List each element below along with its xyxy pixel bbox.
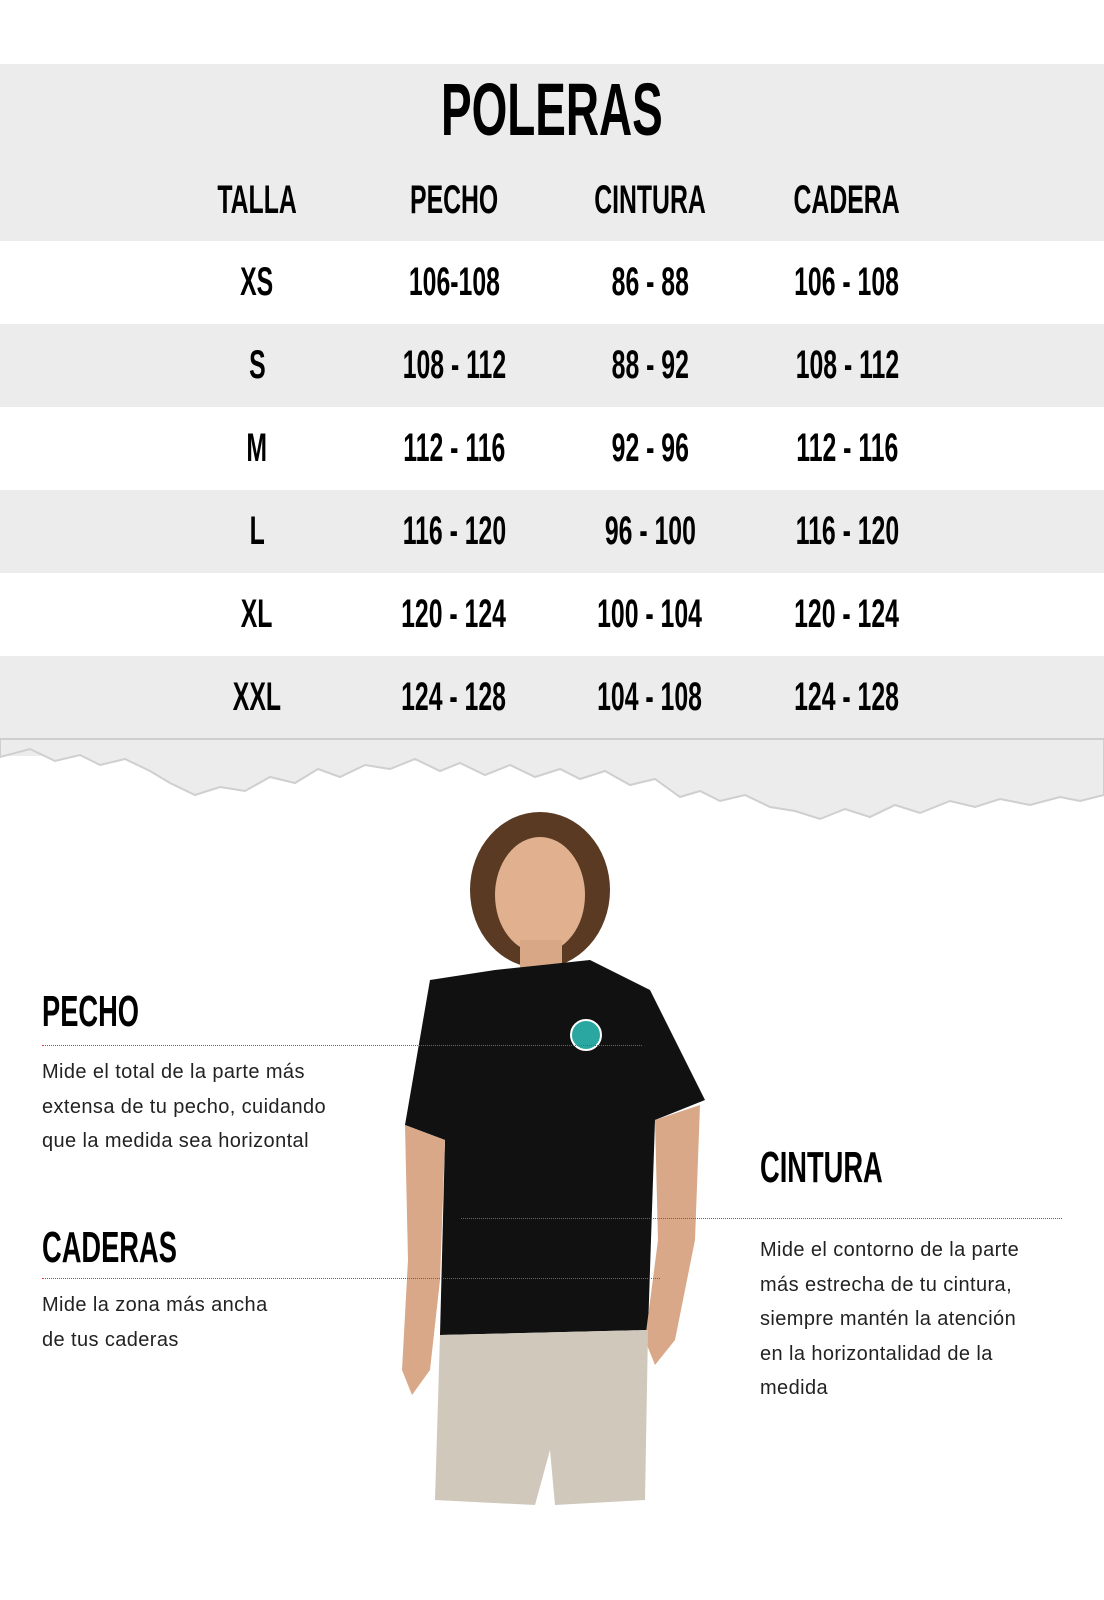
table-cell: 120 - 124 <box>794 592 900 636</box>
table-cell: 108 - 112 <box>402 343 506 387</box>
desc-line: medida <box>760 1377 828 1399</box>
caderas-measure-line <box>42 1278 660 1279</box>
pecho-heading: PECHO <box>42 987 140 1036</box>
caderas-description: Mide la zona más ancha de tus caderas <box>42 1288 268 1357</box>
pecho-measure-line <box>42 1045 642 1046</box>
cintura-heading: CINTURA <box>760 1143 883 1192</box>
table-cell: 124 - 128 <box>794 675 900 719</box>
table-cell: M <box>246 426 268 470</box>
table-cell: 106-108 <box>408 260 500 304</box>
caderas-heading: CADERAS <box>42 1223 177 1272</box>
table-cell: L <box>249 509 265 553</box>
desc-line: que la medida sea horizontal <box>42 1130 309 1152</box>
table-cell: 108 - 112 <box>795 343 899 387</box>
desc-line: Mide la zona más ancha <box>42 1294 268 1316</box>
table-cell: 112 - 116 <box>795 426 899 470</box>
table-cell: 112 - 116 <box>402 426 506 470</box>
desc-line: extensa de tu pecho, cuidando <box>42 1095 327 1118</box>
table-cell: 104 - 108 <box>597 675 703 719</box>
table-cell: 116 - 120 <box>402 509 506 553</box>
table-cell: 124 - 128 <box>401 675 507 719</box>
header-band <box>0 64 1104 241</box>
table-cell: 86 - 88 <box>611 260 689 304</box>
table-cell: 96 - 100 <box>604 509 696 553</box>
table-cell: 100 - 104 <box>597 592 703 636</box>
table-row <box>0 324 1104 407</box>
table-cell: XXL <box>232 675 282 719</box>
column-header: CINTURA <box>594 178 706 222</box>
page-title: POLERAS <box>441 68 663 151</box>
column-header: CADERA <box>793 178 901 222</box>
table-cell: XS <box>240 260 274 304</box>
desc-line: de tus caderas <box>42 1328 179 1351</box>
table-cell: 116 - 120 <box>795 509 899 553</box>
cintura-description: Mide el contorno de la parte más estrech… <box>760 1233 1019 1406</box>
desc-line: más estrecha de tu cintura, <box>760 1273 1013 1296</box>
table-cell: S <box>248 343 266 387</box>
desc-line: Mide el total de la parte más <box>42 1061 305 1083</box>
column-header: TALLA <box>217 178 297 222</box>
column-header: PECHO <box>409 178 499 222</box>
table-cell: 88 - 92 <box>611 343 689 387</box>
desc-line: Mide el contorno de la parte <box>760 1239 1020 1261</box>
table-row <box>0 490 1104 573</box>
model-photo <box>402 812 705 1505</box>
table-cell: 106 - 108 <box>794 260 900 304</box>
table-cell: 120 - 124 <box>401 592 507 636</box>
table-cell: 92 - 96 <box>611 426 689 470</box>
desc-line: siempre mantén la atención <box>760 1308 1017 1330</box>
pecho-description: Mide el total de la parte más extensa de… <box>42 1055 326 1159</box>
torn-paper-edge <box>0 738 1104 821</box>
cintura-measure-line <box>461 1218 1062 1219</box>
table-cell: XL <box>241 592 273 636</box>
desc-line: en la horizontalidad de la <box>760 1342 993 1365</box>
